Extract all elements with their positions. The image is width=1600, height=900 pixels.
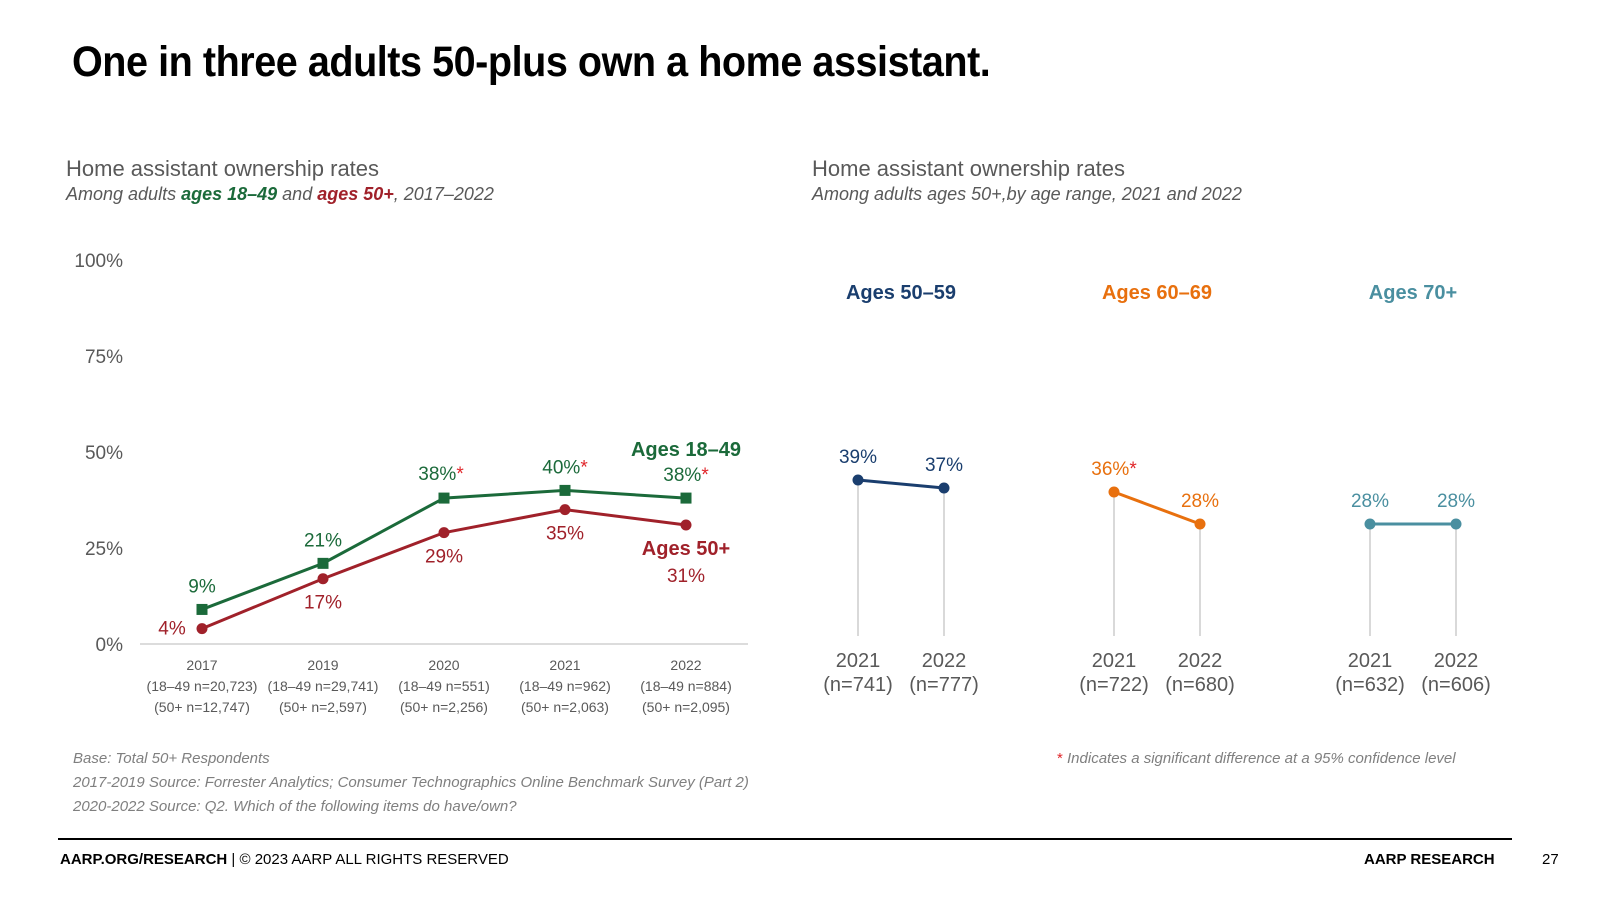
significance-marker: * bbox=[701, 465, 709, 486]
group-x-sample: (n=680) bbox=[1165, 674, 1235, 696]
data-point-ages-18-49 bbox=[438, 492, 450, 504]
group-data-label: 28% bbox=[1181, 491, 1219, 512]
x-tick-sample-18-49: (18–49 n=962) bbox=[519, 678, 610, 694]
group-x-sample: (n=632) bbox=[1335, 674, 1405, 696]
base-note: Base: Total 50+ Respondents bbox=[73, 750, 270, 767]
data-label: 9% bbox=[188, 576, 216, 597]
x-tick-sample-18-49: (18–49 n=551) bbox=[398, 678, 489, 694]
x-tick-sample-50-plus: (50+ n=2,597) bbox=[279, 699, 367, 715]
group-x-sample: (n=741) bbox=[823, 674, 893, 696]
series-name-ages-18-49: Ages 18–49 bbox=[631, 439, 741, 461]
data-point-ages-50-plus bbox=[438, 527, 450, 539]
data-point-ages-50-plus bbox=[559, 504, 571, 516]
source-note-2: 2020-2022 Source: Q2. Which of the follo… bbox=[73, 798, 517, 815]
data-label: 40%* bbox=[542, 457, 588, 478]
series-name-ages-50-plus: Ages 50+ bbox=[642, 538, 730, 560]
group-x-year: 2021 bbox=[1092, 650, 1137, 672]
group-x-year: 2021 bbox=[836, 650, 881, 672]
subtitle-group-18-49: ages 18–49 bbox=[181, 184, 278, 204]
data-label: 17% bbox=[304, 593, 342, 614]
group-series-line bbox=[857, 478, 945, 490]
group-data-point bbox=[852, 474, 864, 486]
footer-divider bbox=[58, 838, 1512, 840]
y-tick-label: 75% bbox=[85, 347, 123, 368]
x-tick-year: 2022 bbox=[670, 657, 701, 673]
group-data-label: 39% bbox=[839, 447, 877, 468]
group-title-1: Ages 60–69 bbox=[1102, 282, 1212, 304]
subtitle-prefix: Among adults bbox=[66, 184, 182, 204]
significance-asterisk: * bbox=[1057, 750, 1063, 767]
x-tick-sample-18-49: (18–49 n=20,723) bbox=[147, 678, 258, 694]
right-chart-heading: Home assistant ownership rates bbox=[812, 156, 1126, 181]
x-tick-sample-50-plus: (50+ n=2,256) bbox=[400, 699, 488, 715]
x-tick-sample-50-plus: (50+ n=2,095) bbox=[642, 699, 730, 715]
data-point-ages-18-49 bbox=[196, 603, 208, 615]
source-note-1: 2017-2019 Source: Forrester Analytics; C… bbox=[73, 774, 749, 791]
data-label: 38%* bbox=[663, 465, 709, 486]
group-x-sample: (n=777) bbox=[909, 674, 979, 696]
data-point-ages-18-49 bbox=[559, 484, 571, 496]
data-point-ages-50-plus bbox=[196, 623, 208, 635]
data-label: 31% bbox=[667, 566, 705, 587]
data-label: 38%* bbox=[418, 464, 464, 485]
x-tick-year: 2021 bbox=[549, 657, 580, 673]
page-title: One in three adults 50-plus own a home a… bbox=[72, 38, 991, 86]
group-data-point bbox=[1108, 486, 1120, 498]
data-point-ages-50-plus bbox=[680, 519, 692, 531]
significance-note-text: Indicates a significant difference at a … bbox=[1062, 750, 1456, 767]
footer-brand: AARP RESEARCH bbox=[1364, 851, 1495, 868]
data-label: 21% bbox=[304, 530, 342, 551]
x-tick-sample-18-49: (18–49 n=884) bbox=[640, 678, 731, 694]
y-tick-label: 50% bbox=[85, 443, 123, 464]
y-tick-label: 0% bbox=[96, 635, 124, 656]
group-series-line bbox=[1113, 490, 1201, 526]
right-chart-subtitle: Among adults ages 50+,by age range, 2021… bbox=[812, 184, 1242, 204]
subtitle-suffix: , 2017–2022 bbox=[393, 184, 494, 204]
data-label: 4% bbox=[158, 619, 186, 640]
group-x-sample: (n=606) bbox=[1421, 674, 1491, 696]
data-point-ages-18-49 bbox=[317, 557, 329, 569]
footer-site-link[interactable]: AARP.ORG/RESEARCH bbox=[60, 851, 228, 868]
y-tick-label: 25% bbox=[85, 539, 123, 560]
data-label: 35% bbox=[546, 524, 584, 545]
x-tick-sample-50-plus: (50+ n=12,747) bbox=[154, 699, 250, 715]
y-tick-label: 100% bbox=[74, 251, 123, 272]
data-label: 29% bbox=[425, 547, 463, 568]
significance-note: * Indicates a significant difference at … bbox=[1057, 750, 1456, 767]
subtitle-group-50-plus: ages 50+ bbox=[317, 184, 394, 204]
group-data-point bbox=[1364, 518, 1376, 530]
group-x-year: 2022 bbox=[922, 650, 967, 672]
group-title-0: Ages 50–59 bbox=[846, 282, 956, 304]
x-tick-year: 2019 bbox=[307, 657, 338, 673]
group-data-point bbox=[938, 482, 950, 494]
data-point-ages-50-plus bbox=[317, 573, 329, 585]
x-tick-sample-50-plus: (50+ n=2,063) bbox=[521, 699, 609, 715]
group-data-label: 37% bbox=[925, 455, 963, 476]
left-chart-subtitle: Among adults ages 18–49 and ages 50+, 20… bbox=[66, 184, 494, 205]
significance-marker: * bbox=[1129, 459, 1137, 480]
x-tick-year: 2020 bbox=[428, 657, 459, 673]
page-number: 27 bbox=[1542, 851, 1559, 868]
footer-copyright: | © 2023 AARP ALL RIGHTS RESERVED bbox=[227, 851, 509, 868]
group-data-label: 36%* bbox=[1091, 459, 1137, 480]
left-chart-heading: Home assistant ownership rates bbox=[66, 156, 380, 181]
x-tick-year: 2017 bbox=[186, 657, 217, 673]
x-tick-sample-18-49: (18–49 n=29,741) bbox=[268, 678, 379, 694]
group-x-year: 2022 bbox=[1434, 650, 1479, 672]
significance-marker: * bbox=[580, 457, 588, 478]
footer-left: AARP.ORG/RESEARCH | © 2023 AARP ALL RIGH… bbox=[60, 851, 509, 868]
subtitle-and: and bbox=[277, 184, 318, 204]
data-point-ages-18-49 bbox=[680, 492, 692, 504]
group-data-label: 28% bbox=[1351, 491, 1389, 512]
group-data-label: 28% bbox=[1437, 491, 1475, 512]
group-data-point bbox=[1450, 518, 1462, 530]
group-x-year: 2022 bbox=[1178, 650, 1223, 672]
group-x-year: 2021 bbox=[1348, 650, 1393, 672]
significance-marker: * bbox=[456, 464, 464, 485]
group-title-2: Ages 70+ bbox=[1369, 282, 1457, 304]
group-x-sample: (n=722) bbox=[1079, 674, 1149, 696]
group-data-point bbox=[1194, 518, 1206, 530]
